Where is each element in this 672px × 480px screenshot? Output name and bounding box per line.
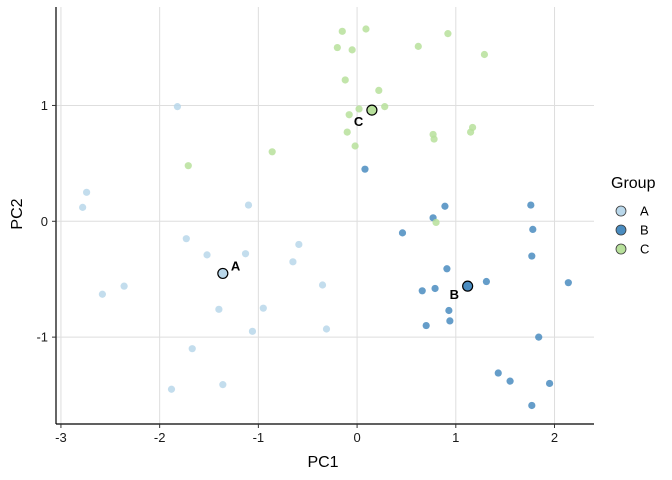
y-tick-label: -1 xyxy=(36,330,48,345)
legend: Group ABC xyxy=(611,175,656,257)
x-tick-label: 2 xyxy=(551,430,558,445)
data-point-a xyxy=(120,282,128,290)
highlight-point-b xyxy=(462,280,474,292)
data-point-c xyxy=(414,42,422,50)
data-point-a xyxy=(182,235,190,243)
annotation-label-a: A xyxy=(231,258,241,273)
y-tick-label: 0 xyxy=(41,214,48,229)
legend-key-a xyxy=(615,205,627,217)
data-point-c xyxy=(341,76,349,84)
x-axis-title: PC1 xyxy=(307,454,338,471)
axes-layer xyxy=(52,7,594,428)
x-tick-label: 1 xyxy=(452,430,459,445)
legend-items: ABC xyxy=(615,204,649,257)
data-point-b xyxy=(494,369,502,377)
data-point-b xyxy=(443,265,451,273)
data-point-a xyxy=(248,327,257,335)
data-point-b xyxy=(446,317,454,325)
data-point-a xyxy=(173,103,182,111)
data-point-c xyxy=(375,86,383,94)
data-point-c xyxy=(348,46,356,54)
data-point-a xyxy=(295,240,303,249)
tick-labels-layer: -3 -2 -1 0 1 2 -1 0 1 xyxy=(36,98,558,445)
annotation-layer: A B C xyxy=(217,104,474,302)
legend-key-b xyxy=(615,224,627,236)
data-point-a xyxy=(83,188,91,196)
data-point-b xyxy=(398,229,407,237)
x-tick-label: -3 xyxy=(55,430,67,445)
x-tick-label: 0 xyxy=(353,430,360,445)
data-point-a xyxy=(203,251,211,259)
x-tick-label: -1 xyxy=(253,430,265,445)
data-point-a xyxy=(259,304,267,312)
data-point-b xyxy=(535,333,543,341)
grid-layer xyxy=(56,7,594,424)
data-point-c xyxy=(351,142,359,150)
data-point-c xyxy=(430,135,438,143)
data-point-a xyxy=(219,381,227,389)
data-point-c xyxy=(345,111,353,119)
data-point-a xyxy=(244,201,253,209)
data-point-b xyxy=(418,287,426,295)
data-point-a xyxy=(318,281,327,289)
data-point-a xyxy=(215,305,223,313)
data-point-c xyxy=(333,43,341,52)
data-point-c xyxy=(444,30,452,38)
data-point-b xyxy=(445,306,453,315)
data-point-a xyxy=(79,203,87,211)
data-point-c xyxy=(343,128,351,136)
data-point-a xyxy=(188,345,196,353)
data-point-c xyxy=(381,103,389,111)
data-point-b xyxy=(527,201,535,209)
x-tick-label: -2 xyxy=(154,430,166,445)
data-point-b xyxy=(564,279,572,287)
data-point-a xyxy=(289,258,297,266)
data-point-c xyxy=(468,123,477,132)
data-point-b xyxy=(361,165,369,173)
data-point-c xyxy=(338,27,346,35)
data-point-b xyxy=(528,252,536,260)
legend-label-c: C xyxy=(640,242,649,257)
data-point-b xyxy=(528,401,536,410)
data-point-c xyxy=(432,218,440,227)
data-point-a xyxy=(98,290,106,298)
legend-label-b: B xyxy=(640,223,649,238)
data-point-b xyxy=(545,379,554,388)
data-point-b xyxy=(441,202,449,210)
data-point-b xyxy=(482,277,490,286)
highlight-point-c xyxy=(366,104,378,116)
y-axis-title: PC2 xyxy=(9,198,26,229)
annotation-label-c: C xyxy=(354,114,364,129)
data-point-c xyxy=(480,50,489,59)
data-point-a xyxy=(167,385,176,393)
y-tick-label: 1 xyxy=(41,98,48,113)
data-point-b xyxy=(506,377,514,385)
data-point-b xyxy=(422,321,430,330)
data-point-c xyxy=(184,162,192,170)
legend-label-a: A xyxy=(640,204,649,219)
data-point-c xyxy=(268,148,276,156)
data-point-a xyxy=(322,325,331,333)
legend-key-c xyxy=(615,243,627,255)
annotation-label-b: B xyxy=(450,287,459,302)
legend-title: Group xyxy=(611,175,656,192)
highlight-point-a xyxy=(217,267,229,280)
data-point-b xyxy=(431,284,439,293)
data-point-a xyxy=(241,250,250,258)
data-point-b xyxy=(529,225,537,233)
data-point-c xyxy=(355,105,363,113)
data-point-c xyxy=(362,25,370,33)
